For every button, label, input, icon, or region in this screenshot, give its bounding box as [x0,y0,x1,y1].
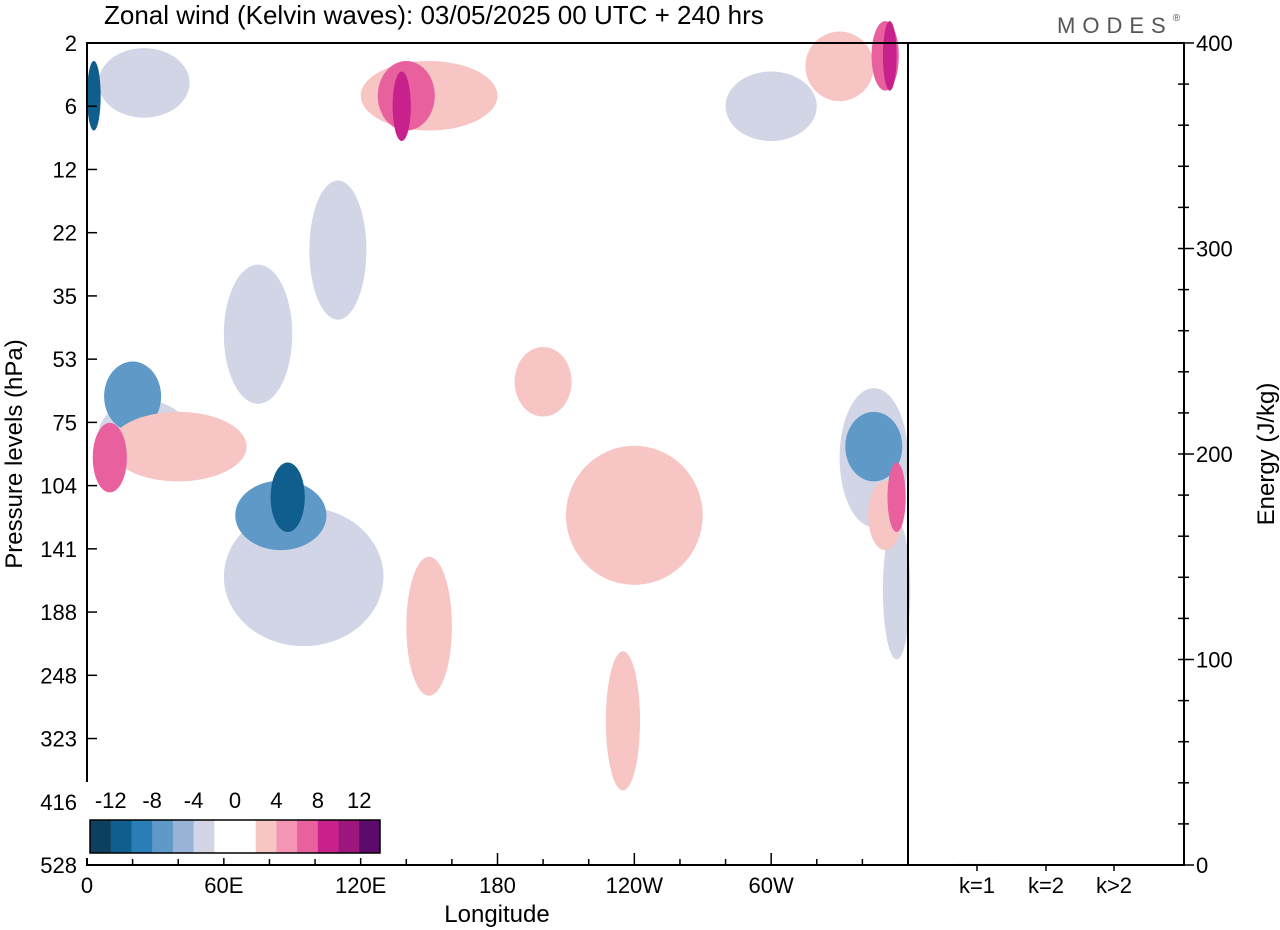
y-tick-label: 53 [53,347,77,372]
colorbar-swatch [172,820,195,853]
colorbar-label: 4 [270,788,282,813]
colorbar-swatch [131,820,153,853]
colorbar-swatch [214,820,236,853]
wind-anomaly-blob [87,60,101,131]
colorbar-swatch [317,820,340,853]
energy-tick-label: 200 [1196,442,1233,467]
energy-bar [1024,864,1068,865]
y-tick-label: 104 [40,474,77,499]
chart-title: Zonal wind (Kelvin waves): 03/05/2025 00… [104,0,764,30]
wind-anomaly-blob [887,462,906,533]
colorbar-swatch [359,820,381,853]
y-axis-energy: 0 100 200 300 400 [1178,31,1233,878]
x-tick-label: 180 [479,873,516,898]
colorbar-label: 8 [312,788,324,813]
energy-bars: k=1 k=2 k>2 [955,863,1136,898]
colorbar-swatch [297,820,319,853]
heatmap-field [87,21,911,791]
colorbar-legend: -12 -8 -4 0 4 8 12 [86,782,386,858]
y-tick-label: 35 [53,284,77,309]
wind-anomaly-blob [309,180,367,320]
wind-anomaly-blob [98,48,190,118]
y-tick-label: 528 [40,853,77,878]
energy-tick-label: 400 [1196,31,1233,56]
colorbar-label: -12 [95,788,127,813]
energy-tick-label: 300 [1196,237,1233,262]
energy-tick-label: 100 [1196,648,1233,673]
y-tick-label: 416 [40,790,77,815]
energy-category-label: k=1 [959,873,995,898]
energy-category-label: k=2 [1028,873,1064,898]
wind-anomaly-blob [270,462,305,533]
colorbar-swatch [338,820,360,853]
wind-anomaly-blob [845,411,903,482]
wind-anomaly-blob [104,361,162,432]
wind-anomaly-blob [565,445,703,585]
y-axis-label: Pressure levels (hPa) [1,339,28,568]
x-tick-label: 60E [204,873,243,898]
energy-bar [1092,864,1136,865]
y-tick-label: 188 [40,600,77,625]
wind-anomaly-blob [882,21,897,91]
wind-anomaly-blob [514,346,572,417]
energy-axis-label: Energy (J/kg) [1253,383,1280,526]
y-tick-label: 2 [65,31,77,56]
colorbar-label: 12 [347,788,371,813]
y-tick-label: 6 [65,94,77,119]
colorbar-label: -4 [184,788,204,813]
x-tick-label: 120E [335,873,386,898]
energy-bar [955,863,999,865]
wind-anomaly-blob [882,520,911,660]
modes-logo: MODES® [1057,13,1181,38]
y-tick-label: 141 [40,537,77,562]
colorbar-swatch [255,820,277,853]
colorbar-swatch [90,820,112,853]
y-tick-label: 248 [40,663,77,688]
colorbar-label: 0 [229,788,241,813]
colorbar-outline [89,819,381,854]
wind-anomaly-blob [605,651,641,791]
wind-anomaly-blob [223,264,293,404]
energy-panel-frame [907,42,1185,866]
y-tick-label: 22 [53,221,77,246]
y-axis-pressure: 2 6 12 22 35 53 75 104 141 188 248 323 416 528 [40,31,97,878]
colorbar-swatch [235,820,257,853]
wind-anomaly-blob [805,31,874,102]
x-axis: 0 60E 120E 180 120W 60W [81,853,909,898]
wind-anomaly-blob [92,422,127,493]
colorbar-swatch [193,820,215,853]
wind-anomaly-blob [392,71,411,142]
colorbar-swatch [152,820,174,853]
y-tick-label: 75 [53,410,77,435]
energy-tick-label: 0 [1196,853,1208,878]
colorbar-swatch [110,820,132,853]
wind-anomaly-blob [725,71,817,142]
colorbar-swatch [276,820,298,853]
x-tick-label: 60W [749,873,794,898]
x-axis-label: Longitude [444,901,549,928]
colorbar-label: -8 [142,788,162,813]
x-tick-label: 0 [81,873,93,898]
energy-category-label: k>2 [1096,873,1132,898]
wind-anomaly-blob [109,411,247,482]
y-tick-label: 323 [40,727,77,752]
wind-anomaly-blob [406,556,452,696]
x-tick-label: 120W [606,873,664,898]
y-tick-label: 12 [53,157,77,182]
